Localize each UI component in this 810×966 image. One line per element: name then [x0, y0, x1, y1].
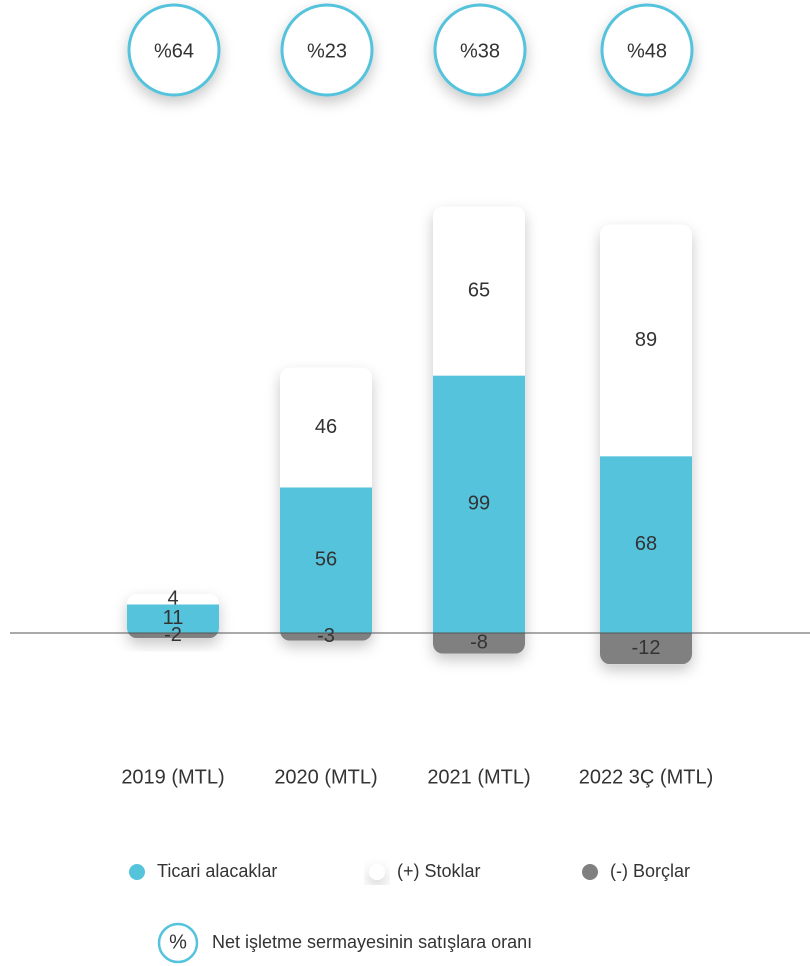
bar-segment [600, 456, 692, 633]
ratio-label: %64 [154, 40, 194, 62]
value-label: 89 [635, 329, 657, 351]
x-tick-label: 2020 (MTL) [274, 766, 377, 788]
x-tick-label: 2021 (MTL) [427, 766, 530, 788]
value-label: -12 [632, 637, 661, 659]
ratio-circle [433, 3, 527, 97]
ratio-legend-symbol [157, 922, 199, 964]
value-label: 65 [468, 279, 490, 301]
value-label: 11 [163, 607, 184, 629]
value-label: 99 [468, 493, 490, 515]
bar-segment [127, 594, 219, 605]
value-label: -8 [470, 632, 488, 654]
legend-swatch [129, 864, 145, 880]
bar-stack [433, 206, 525, 654]
bar-segment [280, 487, 372, 633]
bar-segment [127, 633, 219, 639]
value-label: 68 [635, 533, 657, 555]
ratio-legend-label: Net işletme sermayesinin satışlara oranı [212, 932, 532, 952]
legend-swatch [582, 864, 598, 880]
bar-segment [127, 604, 219, 633]
bar-segment [433, 633, 525, 654]
value-label: 46 [315, 416, 337, 438]
ratio-circle [600, 3, 694, 97]
ratio-label: %38 [460, 40, 500, 62]
bar-stack [127, 594, 219, 639]
ratio-legend-symbol-text: % [169, 931, 187, 953]
value-label: 4 [167, 587, 178, 609]
legend-label: (-) Borçlar [610, 861, 690, 881]
bars [127, 206, 692, 665]
legend-swatch [369, 864, 385, 880]
bar-stack [600, 224, 692, 665]
ratio-label: %23 [307, 40, 347, 62]
value-label: -2 [164, 624, 182, 646]
x-tick-label: 2022 3Ç (MTL) [579, 766, 714, 788]
bar-segment [600, 224, 692, 457]
ratio-circle [127, 3, 221, 97]
bar-segment [280, 633, 372, 641]
bar-segment [280, 367, 372, 488]
labels: 114 -2 2019 (MTL) %64 56 46 -3 2020 (MTL) %23 99 6… [121, 3, 714, 881]
x-tick-label: 2019 (MTL) [121, 766, 224, 788]
bar-segment [433, 206, 525, 376]
value-label: 56 [315, 548, 337, 570]
bar-segment [600, 633, 692, 665]
legend-label: Ticari alacaklar [157, 861, 277, 881]
value-label: -3 [317, 625, 335, 647]
ratio-circle [280, 3, 374, 97]
legend-label: (+) Stoklar [397, 861, 481, 881]
bar-stack [280, 367, 372, 641]
ratio-label: %48 [627, 40, 667, 62]
bar-segment [433, 375, 525, 633]
